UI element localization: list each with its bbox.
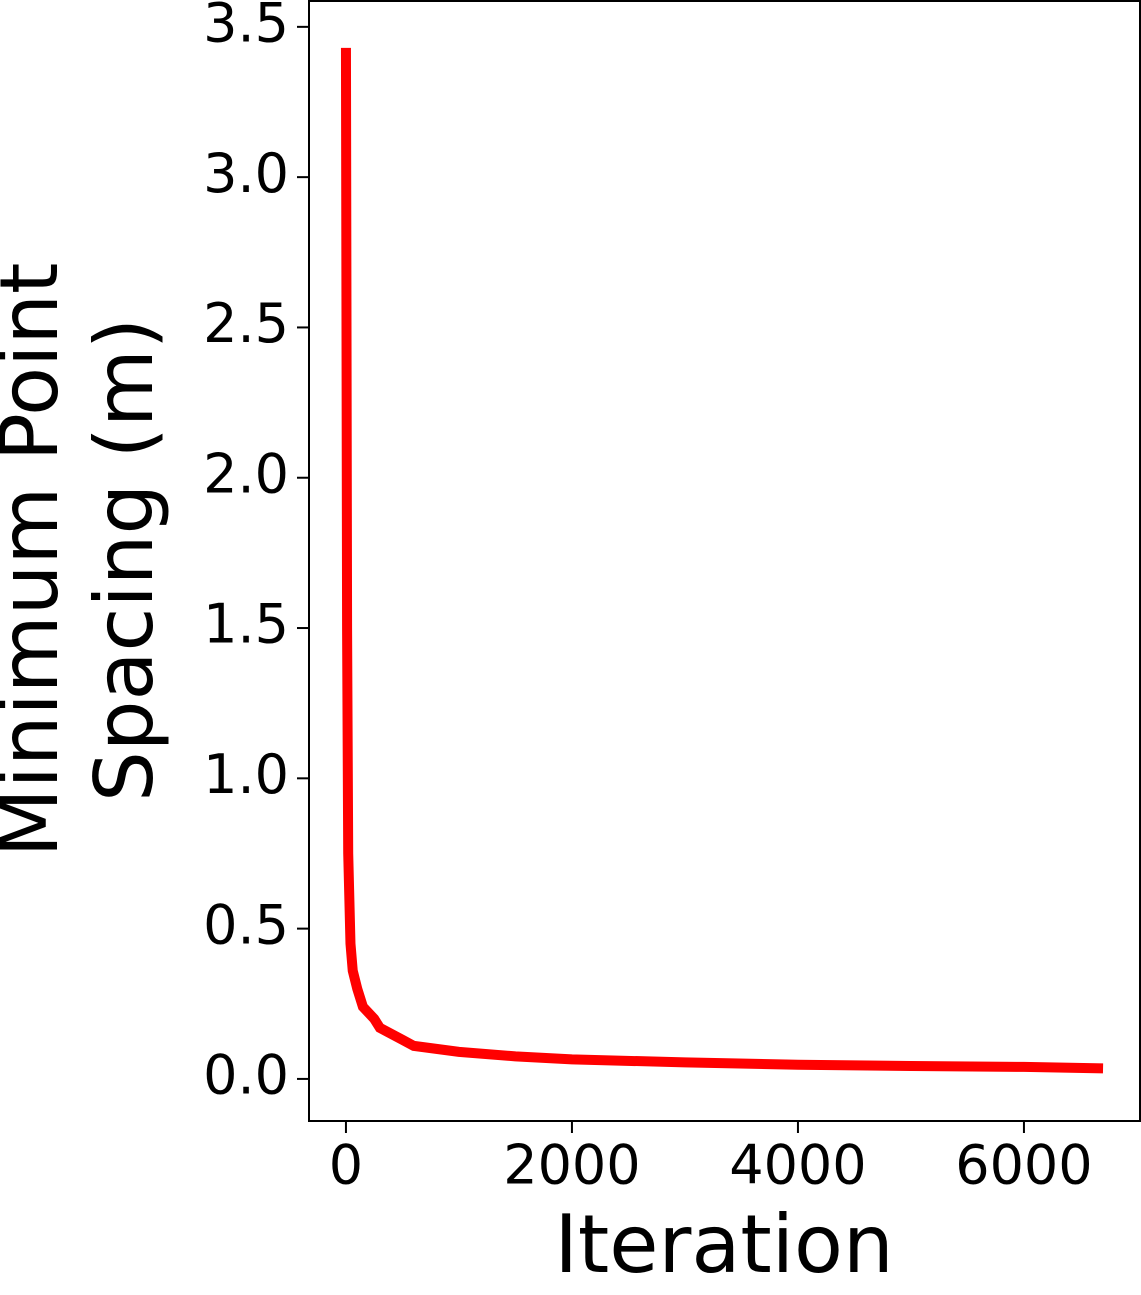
y-tick-label: 3.0: [203, 142, 289, 205]
y-tick-label: 1.0: [203, 743, 289, 806]
x-tick-label: 6000: [955, 1134, 1092, 1197]
y-tick-label: 2.0: [203, 442, 289, 505]
y-tick-label: 2.5: [203, 292, 289, 355]
y-tick-label: 0.5: [203, 893, 289, 956]
y-tick-label: 1.5: [203, 593, 289, 656]
y-axis-label: Spacing (m): [78, 318, 171, 802]
x-axis-label: Iteration: [554, 1198, 893, 1291]
x-tick-label: 4000: [729, 1134, 866, 1197]
y-tick-label: 0.0: [203, 1044, 289, 1107]
plot-frame: [308, 0, 1141, 1122]
y-axis-label: Minimum Point: [0, 263, 76, 858]
x-tick-label: 2000: [503, 1134, 640, 1197]
y-tick-label: 3.5: [203, 0, 289, 54]
x-tick-label: 0: [329, 1134, 363, 1197]
data-line: [340, 47, 1104, 1074]
